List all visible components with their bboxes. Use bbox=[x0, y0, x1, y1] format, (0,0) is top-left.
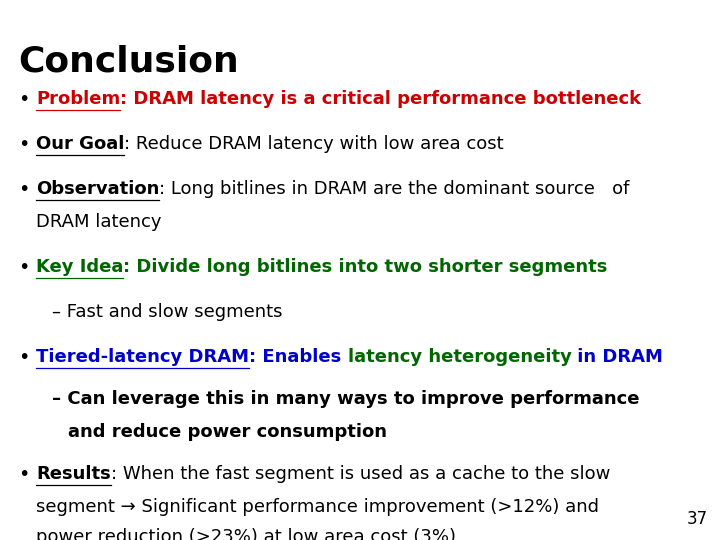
Text: 37: 37 bbox=[687, 510, 708, 528]
Text: : Divide long bitlines into two shorter segments: : Divide long bitlines into two shorter … bbox=[123, 258, 608, 276]
Text: Conclusion: Conclusion bbox=[18, 45, 239, 79]
Text: – Can leverage this in many ways to improve performance: – Can leverage this in many ways to impr… bbox=[52, 390, 639, 408]
Text: Results: Results bbox=[36, 465, 111, 483]
Text: •: • bbox=[18, 465, 30, 484]
Text: : When the fast segment is used as a cache to the slow: : When the fast segment is used as a cac… bbox=[111, 465, 610, 483]
Text: Observation: Observation bbox=[36, 180, 159, 198]
Text: Key Idea: Key Idea bbox=[36, 258, 123, 276]
Text: Problem: Problem bbox=[36, 90, 120, 108]
Text: : Long bitlines in DRAM are the dominant source   of: : Long bitlines in DRAM are the dominant… bbox=[159, 180, 630, 198]
Text: power reduction (>23%) at low area cost (3%): power reduction (>23%) at low area cost … bbox=[36, 528, 456, 540]
Text: : Enables: : Enables bbox=[249, 348, 348, 366]
Text: •: • bbox=[18, 135, 30, 154]
Text: •: • bbox=[18, 258, 30, 277]
Text: DRAM latency: DRAM latency bbox=[36, 213, 161, 231]
Text: Tiered-latency DRAM: Tiered-latency DRAM bbox=[36, 348, 249, 366]
Text: •: • bbox=[18, 180, 30, 199]
Text: in DRAM: in DRAM bbox=[572, 348, 663, 366]
Text: Our Goal: Our Goal bbox=[36, 135, 125, 153]
Text: and reduce power consumption: and reduce power consumption bbox=[68, 423, 387, 441]
Text: : DRAM latency is a critical performance bottleneck: : DRAM latency is a critical performance… bbox=[120, 90, 642, 108]
Text: •: • bbox=[18, 348, 30, 367]
Text: – Fast and slow segments: – Fast and slow segments bbox=[52, 303, 282, 321]
Text: : Reduce DRAM latency with low area cost: : Reduce DRAM latency with low area cost bbox=[125, 135, 504, 153]
Text: latency heterogeneity: latency heterogeneity bbox=[348, 348, 572, 366]
Text: •: • bbox=[18, 90, 30, 109]
Text: segment → Significant performance improvement (>12%) and: segment → Significant performance improv… bbox=[36, 498, 599, 516]
